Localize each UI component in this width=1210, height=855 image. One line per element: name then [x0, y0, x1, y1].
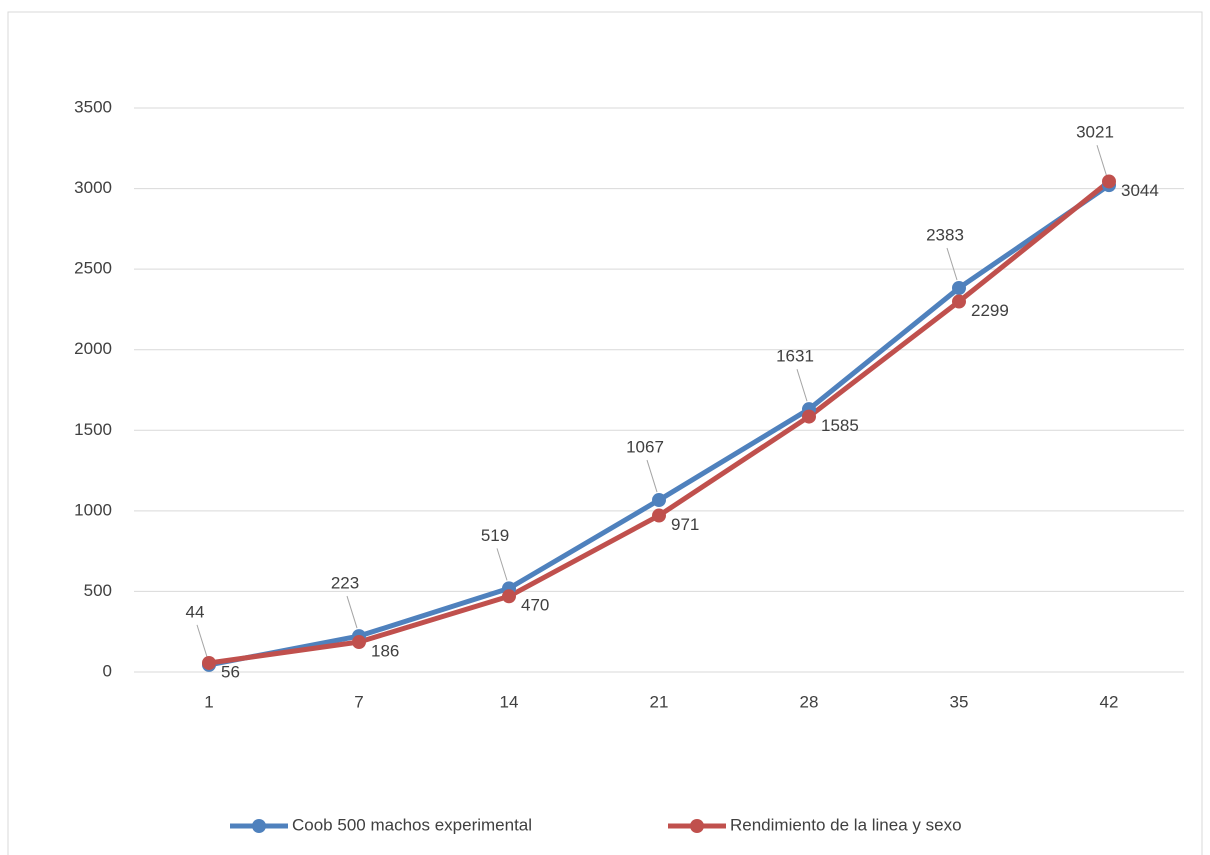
legend-label: Coob 500 machos experimental — [292, 815, 532, 834]
data-point — [502, 589, 516, 604]
y-tick-label: 3500 — [74, 97, 112, 116]
data-point — [1102, 174, 1116, 189]
x-tick-label: 14 — [500, 692, 519, 711]
leader-line — [946, 247, 958, 281]
y-tick-label: 1500 — [74, 420, 112, 439]
data-label: 186 — [371, 642, 399, 661]
legend-marker — [690, 819, 704, 833]
y-tick-label: 500 — [84, 581, 112, 600]
data-point — [202, 655, 216, 670]
data-label: 223 — [331, 574, 359, 593]
data-point — [802, 409, 816, 424]
leader-line — [196, 624, 208, 658]
data-label: 2383 — [926, 225, 964, 244]
data-label: 1631 — [776, 347, 814, 366]
y-tick-label: 1000 — [74, 500, 112, 519]
x-tick-label: 42 — [1100, 692, 1119, 711]
data-label: 470 — [521, 596, 549, 615]
data-point — [952, 294, 966, 309]
data-point — [652, 493, 666, 508]
data-point — [652, 508, 666, 523]
leader-line — [1096, 145, 1108, 178]
leader-line — [796, 369, 808, 402]
data-label: 1067 — [626, 438, 664, 457]
data-label: 1585 — [821, 416, 859, 435]
leader-line — [346, 595, 358, 629]
legend-label: Rendimiento de la linea y sexo — [730, 815, 962, 834]
chart-border — [7, 11, 1203, 855]
x-tick-label: 35 — [950, 692, 969, 711]
leader-line — [646, 459, 658, 493]
x-tick-label: 1 — [204, 692, 213, 711]
x-tick-label: 21 — [650, 692, 669, 711]
data-label: 44 — [186, 602, 205, 621]
data-label: 3044 — [1121, 181, 1159, 200]
data-label: 971 — [671, 515, 699, 534]
leader-line — [496, 548, 508, 581]
x-tick-label: 28 — [800, 692, 819, 711]
y-tick-label: 0 — [103, 661, 112, 680]
y-tick-label: 2000 — [74, 339, 112, 358]
legend-marker — [252, 819, 266, 833]
data-label: 519 — [481, 526, 509, 545]
data-label: 56 — [221, 662, 240, 681]
y-tick-label: 2500 — [74, 259, 112, 278]
data-label: 3021 — [1076, 123, 1114, 142]
data-point — [352, 635, 366, 650]
y-tick-label: 3000 — [74, 178, 112, 197]
data-label: 2299 — [971, 301, 1009, 320]
data-point — [952, 280, 966, 295]
x-tick-label: 7 — [354, 692, 363, 711]
